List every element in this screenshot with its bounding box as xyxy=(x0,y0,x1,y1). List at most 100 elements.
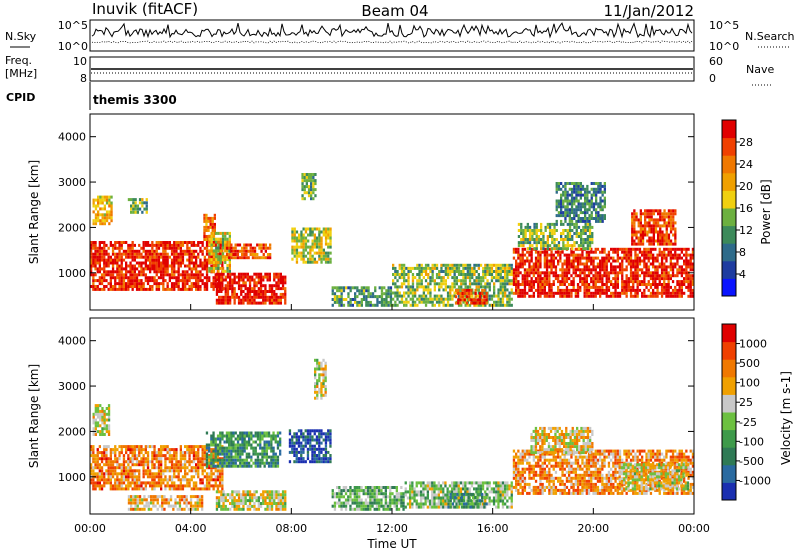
data-cell xyxy=(205,258,209,262)
data-cell xyxy=(689,291,692,295)
data-cell xyxy=(477,279,480,283)
data-cell xyxy=(351,298,354,301)
data-cell xyxy=(100,451,104,455)
data-cell xyxy=(545,277,549,281)
data-cell xyxy=(464,294,467,298)
data-cell xyxy=(329,242,332,246)
data-cell xyxy=(229,272,232,276)
data-cell xyxy=(105,264,108,268)
data-cell xyxy=(579,253,582,257)
data-cell xyxy=(627,253,630,257)
data-cell xyxy=(591,238,594,241)
data-cell xyxy=(530,280,533,284)
data-cell xyxy=(565,259,569,263)
data-cell xyxy=(97,210,100,214)
data-cell xyxy=(170,276,174,280)
data-cell xyxy=(575,196,578,200)
data-cell xyxy=(599,202,602,206)
data-cell xyxy=(453,270,456,273)
data-cell xyxy=(672,218,675,222)
data-cell xyxy=(422,300,425,304)
data-cell xyxy=(649,294,653,298)
data-cell xyxy=(646,209,649,213)
data-cell xyxy=(188,287,191,291)
data-cell xyxy=(449,266,452,270)
data-cell xyxy=(466,303,469,307)
data-cell xyxy=(125,267,128,271)
data-cell xyxy=(660,265,664,269)
data-cell xyxy=(222,298,225,302)
data-cell xyxy=(132,201,135,205)
data-cell xyxy=(201,249,204,253)
data-cell xyxy=(654,218,658,222)
data-cell xyxy=(577,235,581,238)
data-cell xyxy=(214,452,217,456)
data-cell xyxy=(614,285,617,289)
colorbar-tick-label: 4 xyxy=(739,268,746,281)
data-cell xyxy=(120,448,123,452)
data-cell xyxy=(327,233,330,237)
data-cell xyxy=(501,266,505,270)
data-cell xyxy=(422,266,425,270)
data-cell xyxy=(689,283,692,286)
data-cell xyxy=(427,282,430,286)
data-cell xyxy=(249,243,252,247)
data-cell xyxy=(644,221,647,225)
data-cell xyxy=(109,270,112,274)
data-cell xyxy=(592,259,595,263)
data-cell xyxy=(231,278,234,282)
data-cell xyxy=(166,478,169,482)
data-cell xyxy=(531,238,534,241)
data-cell xyxy=(424,303,428,307)
data-cell xyxy=(676,259,679,263)
data-cell xyxy=(101,418,104,422)
data-cell xyxy=(175,243,178,247)
data-cell xyxy=(530,277,533,281)
data-cell xyxy=(98,249,101,253)
data-cell xyxy=(96,457,99,461)
data-cell xyxy=(262,301,265,305)
data-cell xyxy=(175,475,178,479)
data-cell xyxy=(575,235,578,238)
data-cell xyxy=(504,288,507,292)
data-cell xyxy=(601,219,604,223)
data-cell xyxy=(566,211,569,215)
data-cell xyxy=(218,275,221,279)
data-cell xyxy=(577,205,580,209)
data-cell xyxy=(303,173,306,176)
data-cell xyxy=(284,287,287,291)
data-cell xyxy=(571,235,574,238)
data-cell xyxy=(416,263,419,267)
data-cell xyxy=(639,209,642,213)
data-cell xyxy=(508,294,511,298)
data-cell xyxy=(548,229,552,232)
data-cell xyxy=(177,287,180,291)
data-cell xyxy=(601,283,604,286)
data-cell xyxy=(340,295,343,299)
data-cell xyxy=(120,445,123,449)
data-cell xyxy=(550,283,553,286)
data-cell xyxy=(224,231,227,235)
data-cell xyxy=(579,285,582,289)
data-cell xyxy=(532,294,535,298)
data-cell xyxy=(663,280,666,284)
data-cell xyxy=(100,241,104,244)
data-cell xyxy=(116,460,119,464)
data-cell xyxy=(517,256,520,260)
data-cell xyxy=(266,275,269,279)
data-cell xyxy=(557,253,560,257)
data-cell xyxy=(92,210,95,214)
data-cell xyxy=(266,295,269,299)
data-cell xyxy=(572,277,575,281)
data-cell xyxy=(188,264,191,268)
data-cell xyxy=(385,300,388,304)
data-cell xyxy=(572,256,575,260)
data-cell xyxy=(601,259,604,263)
data-cell xyxy=(663,291,666,295)
data-cell xyxy=(499,279,502,283)
data-cell xyxy=(94,255,97,259)
data-cell xyxy=(314,194,317,198)
data-cell xyxy=(205,458,209,462)
y-tick-label: 2000 xyxy=(58,221,86,234)
data-cell xyxy=(484,263,487,267)
